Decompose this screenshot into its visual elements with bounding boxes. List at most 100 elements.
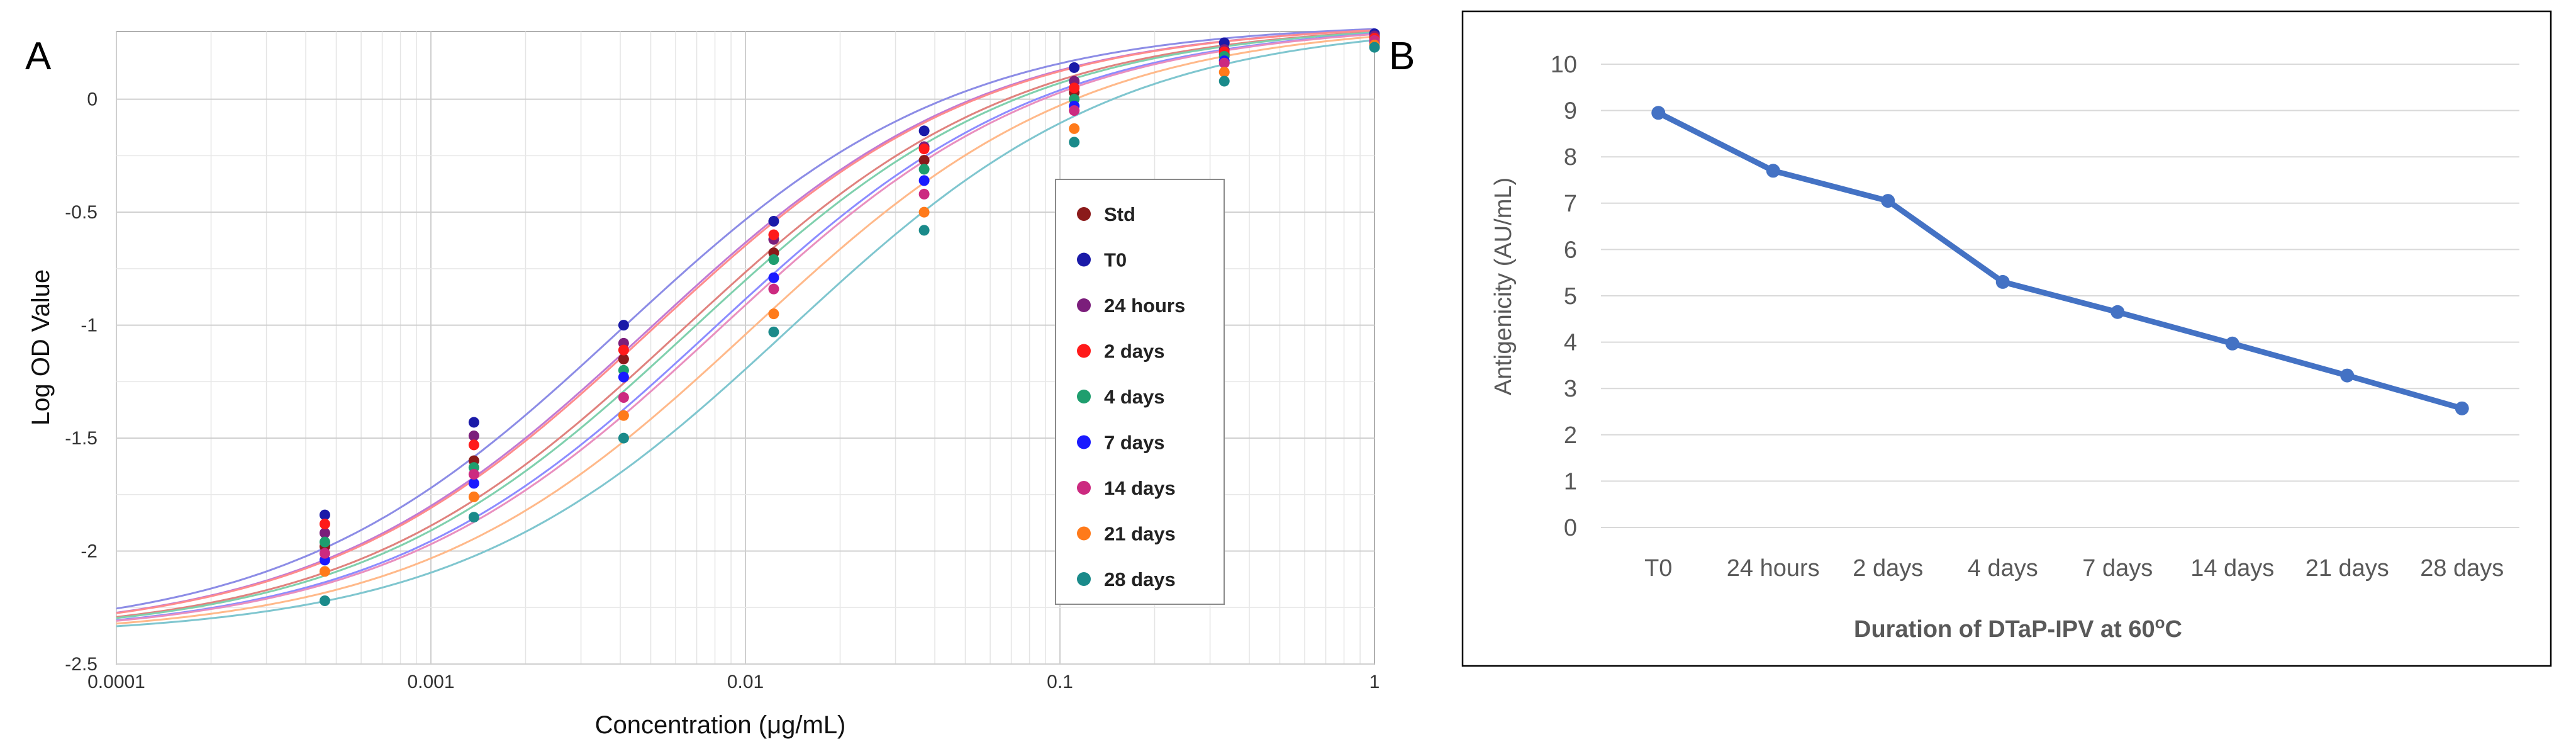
panel-a-y-ticks: 0 -0.5 -1 -1.5 -2 -2.5 [65,89,98,675]
point-4-days [918,164,930,175]
point-2-days [918,144,930,155]
point-24-hours [468,430,479,441]
point-28-days [618,432,629,444]
point-2-days [618,344,629,356]
panel-b-x-axis-label-superscript: o [2155,613,2165,632]
b-data-point [1651,106,1666,120]
point-2-days [1069,82,1080,94]
point-28-days [1369,42,1380,53]
point-t0 [319,509,330,521]
legend-label: 7 days [1104,432,1165,454]
fit-curve-14-days [116,33,1375,622]
panel-a-y-axis-label: Log OD Value [27,269,55,425]
b-data-point [2225,336,2239,351]
a-x-tick-label: 0.001 [407,672,454,692]
b-y-tick-label: 3 [1564,376,1577,402]
legend-marker [1077,390,1091,403]
point-28-days [918,225,930,236]
point-t0 [768,216,779,227]
b-y-tick-label: 10 [1551,52,1577,78]
b-y-tick-label: 8 [1564,144,1577,171]
point-21-days [1218,67,1230,78]
point-28-days [1218,76,1230,87]
point-14-days [918,188,930,200]
point-4-days [768,254,779,266]
legend-label: 21 days [1104,523,1176,545]
b-data-point [2110,305,2125,319]
point-t0 [618,320,629,331]
point-21-days [1069,123,1080,134]
a-y-tick-label: -1 [81,315,98,336]
b-x-tick-label: 21 days [2306,555,2389,582]
point-7-days [618,371,629,383]
panel-b-frame [1461,10,2552,667]
a-x-tick-label: 1 [1369,672,1380,692]
legend-label: 24 hours [1104,295,1185,317]
b-y-tick-label: 9 [1564,98,1577,125]
point-21-days [468,491,479,502]
point-14-days [1218,57,1230,69]
point-std [618,353,629,364]
panel-b-y-axis-label: Antigenicity (AU/mL) [1490,177,1517,395]
b-x-tick-label: 7 days [2082,555,2153,582]
point-28-days [768,326,779,337]
b-y-tick-label: 0 [1564,515,1577,541]
legend-label: 28 days [1104,568,1176,590]
panel-a-x-ticks: 0.0001 0.001 0.01 0.1 1 [87,672,1380,692]
point-2-days [768,229,779,240]
point-t0 [468,417,479,428]
legend-label: 2 days [1104,341,1165,363]
a-x-tick-label: 0.01 [727,672,764,692]
point-t0 [1069,62,1080,73]
point-21-days [768,308,779,320]
point-t0 [918,125,930,137]
b-x-tick-label: T0 [1644,555,1672,582]
b-data-point [1766,164,1780,178]
panel-b-letter: B [1389,35,1415,78]
fit-curve-7-days [116,33,1375,621]
point-2-days [319,518,330,529]
panel-b-y-ticks: 0 1 2 3 4 5 6 7 8 9 10 [1551,52,1577,541]
point-14-days [618,391,629,403]
point-28-days [468,512,479,523]
a-x-tick-label: 0.0001 [87,672,145,692]
panel-b-x-axis-label: Duration of DTaP-IPV at 60oC [1854,613,2182,643]
point-21-days [618,410,629,421]
point-21-days [319,566,330,577]
panel-b-series-line [1655,110,2465,412]
legend-label: Std [1104,203,1135,225]
a-y-tick-label: -2 [81,541,98,562]
fit-curve-21-days [116,35,1375,625]
point-7-days [918,175,930,186]
b-x-tick-label: 28 days [2420,555,2504,582]
point-4-days [319,536,330,548]
b-x-tick-label: 14 days [2190,555,2274,582]
legend-marker [1077,435,1091,449]
b-y-tick-label: 6 [1564,237,1577,263]
b-data-point [2340,368,2355,383]
legend-marker [1077,298,1091,312]
panel-a-grid [116,31,1374,665]
legend-marker [1077,344,1091,358]
a-x-tick-label: 0.1 [1047,672,1073,692]
legend-marker [1077,572,1091,586]
point-14-days [468,469,479,480]
legend-marker [1077,481,1091,495]
point-14-days [319,548,330,559]
b-data-point [1881,194,1895,208]
a-y-tick-label: -1.5 [65,428,98,449]
b-y-tick-label: 4 [1564,330,1577,356]
a-y-tick-label: -0.5 [65,202,98,223]
point-24-hours [319,527,330,539]
legend-marker [1077,526,1091,541]
b-data-point [2455,401,2469,415]
panel-a-legend: Std T0 24 hours 2 days 4 days 7 days 14 days 21… [1055,179,1225,605]
panel-b-data-points [1651,106,2469,415]
legend-label: T0 [1104,249,1127,271]
a-y-tick-label: 0 [87,89,98,110]
point-7-days [768,272,779,283]
point-14-days [1069,105,1080,116]
point-std [918,155,930,166]
point-2-days [468,439,479,451]
